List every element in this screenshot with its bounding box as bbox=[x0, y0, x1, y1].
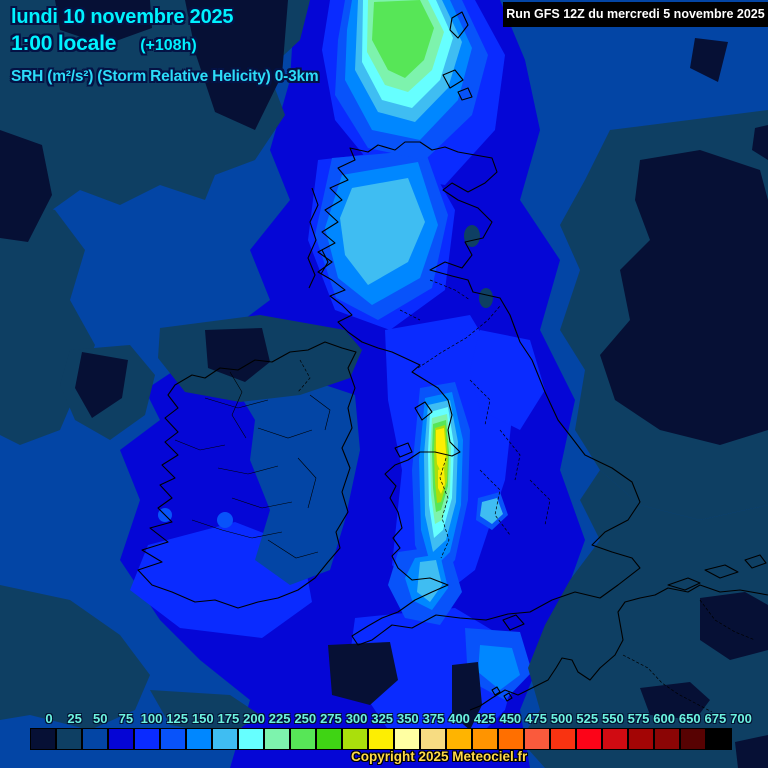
coastlines bbox=[137, 11, 768, 711]
run-info-banner: Run GFS 12Z du mercredi 5 novembre 2025 bbox=[503, 2, 768, 27]
local-time-label: 1:00 locale bbox=[11, 32, 117, 55]
time-row: 1:00 locale (+108h) bbox=[11, 32, 197, 56]
map-medium-patch bbox=[240, 380, 360, 585]
copyright-label: Copyright 2025 Meteociel.fr bbox=[351, 749, 528, 764]
forecast-offset-label: (+108h) bbox=[140, 37, 197, 54]
parameter-label: SRH (m²/s²) (Storm Relative Helicity) 0-… bbox=[11, 68, 319, 85]
admin-borders bbox=[174, 279, 756, 713]
map-level-325 bbox=[436, 428, 446, 494]
date-label: lundi 10 novembre 2025 bbox=[11, 6, 234, 28]
